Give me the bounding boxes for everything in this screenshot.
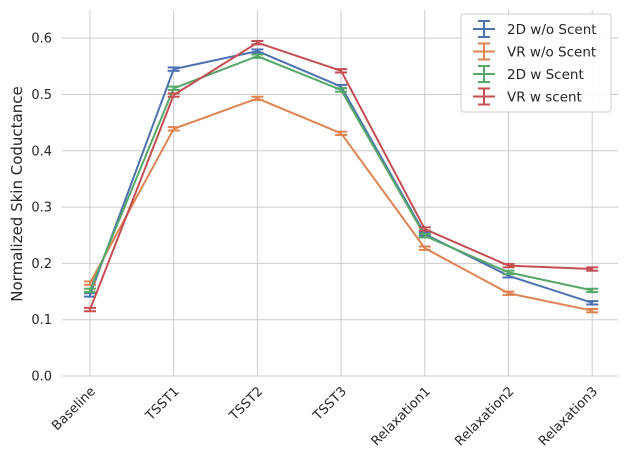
legend-frame	[460, 13, 612, 113]
series-2	[84, 53, 599, 294]
error-bar	[335, 130, 348, 137]
legend-label: VR w scent	[507, 90, 582, 106]
error-bar	[502, 269, 515, 276]
error-bar	[167, 66, 180, 72]
y-gridlines	[62, 37, 618, 377]
error-bar	[251, 39, 264, 46]
x-tick-label: Relaxation2	[452, 384, 517, 449]
x-tick-labels: Baseline TSST1 TSST2 TSST3 Relaxation1 Relaxa…	[49, 384, 601, 449]
x-tick-label: Relaxation3	[536, 384, 601, 449]
error-bar	[251, 53, 264, 59]
legend-item: 2D w Scent	[473, 65, 584, 83]
error-bar	[84, 306, 96, 313]
error-bar	[84, 287, 96, 294]
error-bar	[335, 87, 348, 93]
y-tick-label: 0.4	[31, 144, 52, 159]
legend-label: VR w/o Scent	[507, 45, 596, 61]
error-bar	[418, 233, 431, 239]
error-bar	[251, 95, 264, 102]
legend-item: 2D w/o Scent	[473, 20, 597, 38]
legend-label: 2D w/o Scent	[507, 22, 597, 38]
error-bar	[167, 126, 180, 132]
x-tick-label: Relaxation1	[369, 384, 434, 449]
error-bar	[502, 290, 515, 296]
error-bar	[502, 262, 515, 269]
y-tick-label: 0.0	[31, 370, 52, 385]
y-tick-label: 0.5	[31, 88, 52, 103]
y-tick-label: 0.1	[31, 313, 52, 328]
series-layer	[84, 39, 599, 314]
error-bar	[335, 68, 348, 74]
y-axis-title: Normalized Skin Coductance	[8, 86, 26, 301]
x-tick-label: TSST3	[310, 384, 350, 424]
error-bar	[586, 287, 599, 294]
error-bar	[167, 92, 180, 98]
y-tick-label: 0.6	[31, 32, 52, 47]
error-bar	[586, 307, 599, 314]
legend-item: VR w scent	[473, 87, 582, 106]
error-bar	[418, 226, 431, 232]
y-tick-labels: 0.0 0.1 0.2 0.3 0.4 0.5 0.6	[31, 32, 52, 385]
x-tick-label: TSST1	[142, 384, 182, 424]
error-bar	[586, 266, 599, 272]
error-bar	[167, 85, 180, 91]
x-tick-label: Baseline	[49, 384, 99, 434]
y-tick-label: 0.2	[31, 257, 52, 272]
error-bar	[418, 245, 431, 251]
legend-label: 2D w Scent	[507, 67, 584, 83]
y-tick-label: 0.3	[31, 201, 52, 216]
legend: 2D w/o Scent VR w/o Scent 2D w Scent VR w s…	[460, 13, 612, 113]
series-3	[84, 39, 599, 313]
series-0	[84, 48, 599, 306]
x-tick-label: TSST2	[226, 384, 266, 424]
legend-item: VR w/o Scent	[473, 42, 596, 61]
error-bar	[586, 300, 599, 306]
error-bar	[251, 48, 264, 54]
